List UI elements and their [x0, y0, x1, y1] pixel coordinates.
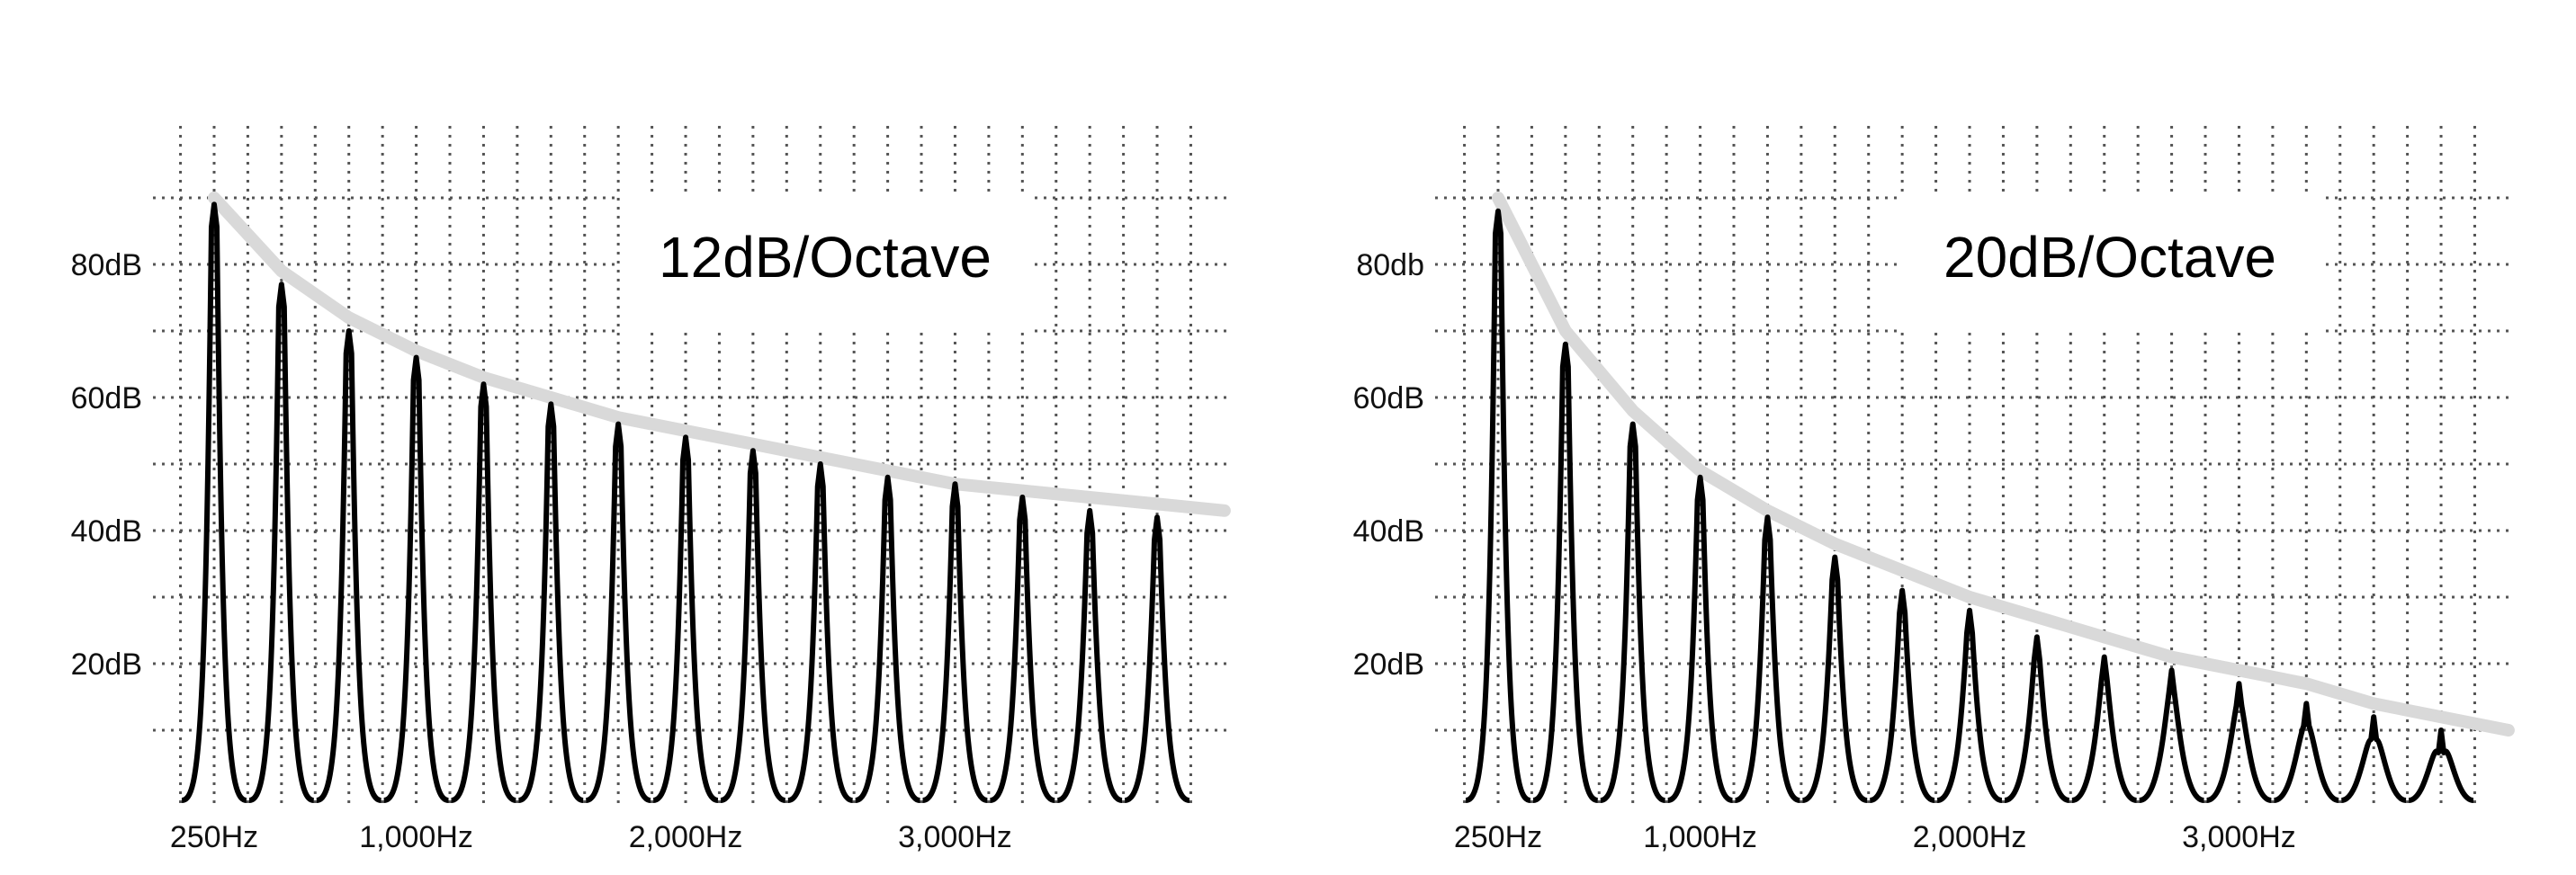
x-tick-label: 3,000Hz [2182, 820, 2296, 854]
y-tick-label: 80dB [71, 248, 142, 282]
harmonic-peak [922, 481, 988, 803]
harmonic-peak [1056, 507, 1123, 803]
x-tick-label: 250Hz [170, 820, 258, 854]
harmonic-peaks [1465, 208, 2474, 803]
harmonic-peak [2138, 667, 2205, 803]
x-tick-label: 250Hz [1454, 820, 1542, 854]
chart-12db-octave: 12dB/Octave 20dB 40dB 60dB 80dB 250Hz 1,000Hz 2… [71, 126, 1231, 854]
harmonic-peak [2273, 701, 2340, 803]
harmonic-peak [1600, 421, 1666, 803]
harmonic-peak [1801, 554, 1868, 803]
title-panel [1898, 193, 2321, 333]
grid [153, 126, 1228, 809]
harmonic-peak [989, 495, 1055, 803]
harmonic-peak [1869, 587, 1935, 803]
harmonic-peaks [181, 201, 1190, 803]
harmonic-peak [787, 461, 854, 803]
chart-title: 12dB/Octave [659, 225, 992, 290]
harmonic-peak [855, 474, 921, 803]
harmonic-peak [517, 401, 584, 803]
y-tick-label: 60dB [1353, 381, 1424, 415]
envelope-line [1492, 192, 2515, 737]
grid [1435, 126, 2510, 809]
harmonic-peak [2205, 681, 2273, 803]
harmonic-peak [1124, 514, 1190, 803]
harmonic-peak [2004, 634, 2070, 803]
harmonic-peak [2340, 714, 2408, 803]
x-tick-label: 1,000Hz [1643, 820, 1757, 854]
y-tick-label: 60dB [71, 381, 142, 415]
harmonic-peak [383, 354, 449, 803]
y-tick-label: 80db [1356, 248, 1424, 282]
x-tick-label: 2,000Hz [629, 820, 743, 854]
y-tick-label: 20dB [1353, 647, 1424, 682]
envelope-line [208, 192, 1231, 517]
chart-title: 20dB/Octave [1943, 225, 2276, 290]
y-tick-label: 40dB [1353, 514, 1424, 549]
x-tick-label: 1,000Hz [359, 820, 473, 854]
harmonic-peak [1465, 208, 1531, 803]
harmonic-peak [1936, 607, 2003, 803]
harmonic-peak [181, 201, 247, 803]
harmonic-peak [720, 448, 786, 803]
x-tick-label: 2,000Hz [1913, 820, 2027, 854]
harmonic-peak [316, 328, 382, 803]
harmonic-peak [652, 434, 719, 803]
harmonic-peak [2408, 728, 2474, 803]
harmonic-peak [451, 381, 516, 803]
harmonic-peak [585, 421, 651, 803]
harmonic-peak [1532, 341, 1599, 803]
harmonic-peak [2071, 654, 2138, 803]
x-tick-label: 3,000Hz [898, 820, 1012, 854]
harmonic-peak [1734, 514, 1800, 803]
y-tick-label: 20dB [71, 647, 142, 682]
title-panel [621, 193, 1030, 333]
harmonic-peak [1667, 474, 1734, 803]
y-tick-label: 40dB [71, 514, 142, 549]
chart-20db-octave: 20dB/Octave 20dB 40dB 60dB 80db 250Hz 1,000Hz 2… [1353, 126, 2515, 854]
harmonic-peak [248, 281, 315, 803]
